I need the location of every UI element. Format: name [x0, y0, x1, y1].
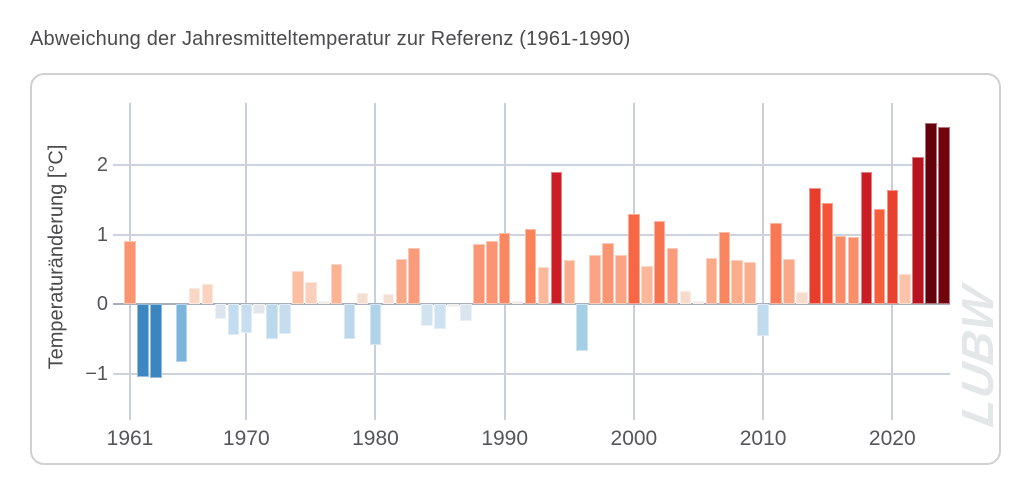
bar-1990[interactable]	[498, 233, 511, 304]
grid-line-vertical-2010	[762, 103, 765, 420]
bar-2016[interactable]	[834, 235, 847, 304]
bar-2015[interactable]	[821, 203, 834, 304]
x-tick-label-1961: 1961	[106, 427, 154, 450]
grid-line-vertical-1970	[245, 103, 248, 420]
bar-1978[interactable]	[343, 304, 356, 340]
x-tick-label-2010: 2010	[739, 427, 787, 450]
bar-1970[interactable]	[240, 304, 253, 334]
bar-2010[interactable]	[757, 304, 769, 336]
bar-1989[interactable]	[486, 241, 498, 304]
bar-2014[interactable]	[809, 187, 821, 304]
x-tick-label-2000: 2000	[610, 427, 658, 450]
chart-title: Abweichung der Jahresmitteltemperatur zu…	[30, 28, 631, 50]
bar-1992[interactable]	[524, 228, 537, 304]
bar-2007[interactable]	[718, 231, 731, 304]
bar-1965[interactable]	[175, 304, 188, 362]
bar-2011[interactable]	[770, 223, 782, 304]
bar-2012[interactable]	[783, 258, 795, 304]
bar-1983[interactable]	[408, 248, 420, 304]
bar-1975[interactable]	[305, 282, 317, 304]
bar-1962[interactable]	[137, 304, 149, 377]
bar-1981[interactable]	[382, 294, 395, 304]
bar-2000[interactable]	[628, 213, 640, 304]
bar-1985[interactable]	[434, 304, 446, 330]
zero-line	[113, 303, 950, 305]
y-tick-label-0: 0	[96, 293, 108, 315]
bar-2009[interactable]	[744, 261, 756, 304]
bar-1995[interactable]	[563, 260, 576, 304]
bar-1969[interactable]	[227, 304, 240, 336]
bar-1980[interactable]	[369, 304, 382, 345]
bar-1988[interactable]	[473, 243, 485, 304]
bar-1963[interactable]	[150, 304, 162, 379]
bar-1973[interactable]	[279, 304, 291, 334]
bar-1982[interactable]	[395, 258, 408, 304]
bar-1971[interactable]	[253, 304, 265, 315]
grid-line-horizontal-−1	[113, 372, 950, 375]
grid-line-vertical-1980	[374, 103, 377, 420]
bar-1986[interactable]	[447, 304, 459, 308]
x-tick-label-1990: 1990	[481, 427, 529, 450]
bar-2020[interactable]	[886, 190, 899, 304]
bar-1987[interactable]	[460, 304, 472, 321]
bar-2002[interactable]	[653, 220, 666, 304]
bar-1976[interactable]	[318, 300, 330, 304]
bar-1974[interactable]	[292, 270, 304, 304]
bar-2013[interactable]	[796, 292, 808, 304]
bar-1996[interactable]	[576, 304, 588, 351]
bar-2003[interactable]	[666, 248, 679, 304]
bar-2019[interactable]	[873, 208, 886, 304]
x-tick-label-1970: 1970	[222, 427, 270, 450]
bar-1997[interactable]	[589, 254, 601, 304]
bar-2004[interactable]	[679, 290, 692, 304]
bar-1994[interactable]	[550, 171, 563, 304]
bar-1977[interactable]	[330, 264, 343, 304]
grid-line-horizontal-2	[113, 164, 950, 166]
bar-2024[interactable]	[938, 127, 950, 304]
bar-2023[interactable]	[925, 122, 937, 304]
bar-2008[interactable]	[731, 260, 743, 304]
lubw-watermark: LUBW	[952, 281, 1003, 430]
bar-1999[interactable]	[615, 254, 627, 304]
bar-2022[interactable]	[912, 156, 924, 304]
bar-2005[interactable]	[692, 300, 705, 304]
y-tick-label-2: 2	[96, 154, 108, 176]
bar-1972[interactable]	[266, 304, 278, 339]
bar-1984[interactable]	[421, 304, 433, 326]
bar-1979[interactable]	[356, 292, 369, 304]
y-tick-label-−1: −1	[85, 362, 108, 385]
y-tick-label-1: 1	[96, 223, 108, 246]
x-tick-label-1980: 1980	[352, 427, 399, 450]
bar-1991[interactable]	[511, 300, 524, 304]
bar-1961[interactable]	[124, 241, 136, 304]
bar-1968[interactable]	[214, 304, 227, 320]
bar-1967[interactable]	[201, 283, 214, 304]
bar-1966[interactable]	[188, 288, 201, 304]
bar-2001[interactable]	[641, 266, 653, 304]
bar-2018[interactable]	[860, 171, 873, 304]
bar-1993[interactable]	[537, 267, 550, 304]
bar-2021[interactable]	[899, 274, 911, 304]
bar-2017[interactable]	[847, 237, 860, 304]
bar-1998[interactable]	[602, 242, 614, 304]
x-tick-label-2020: 2020	[868, 427, 916, 450]
bar-2006[interactable]	[705, 258, 718, 304]
